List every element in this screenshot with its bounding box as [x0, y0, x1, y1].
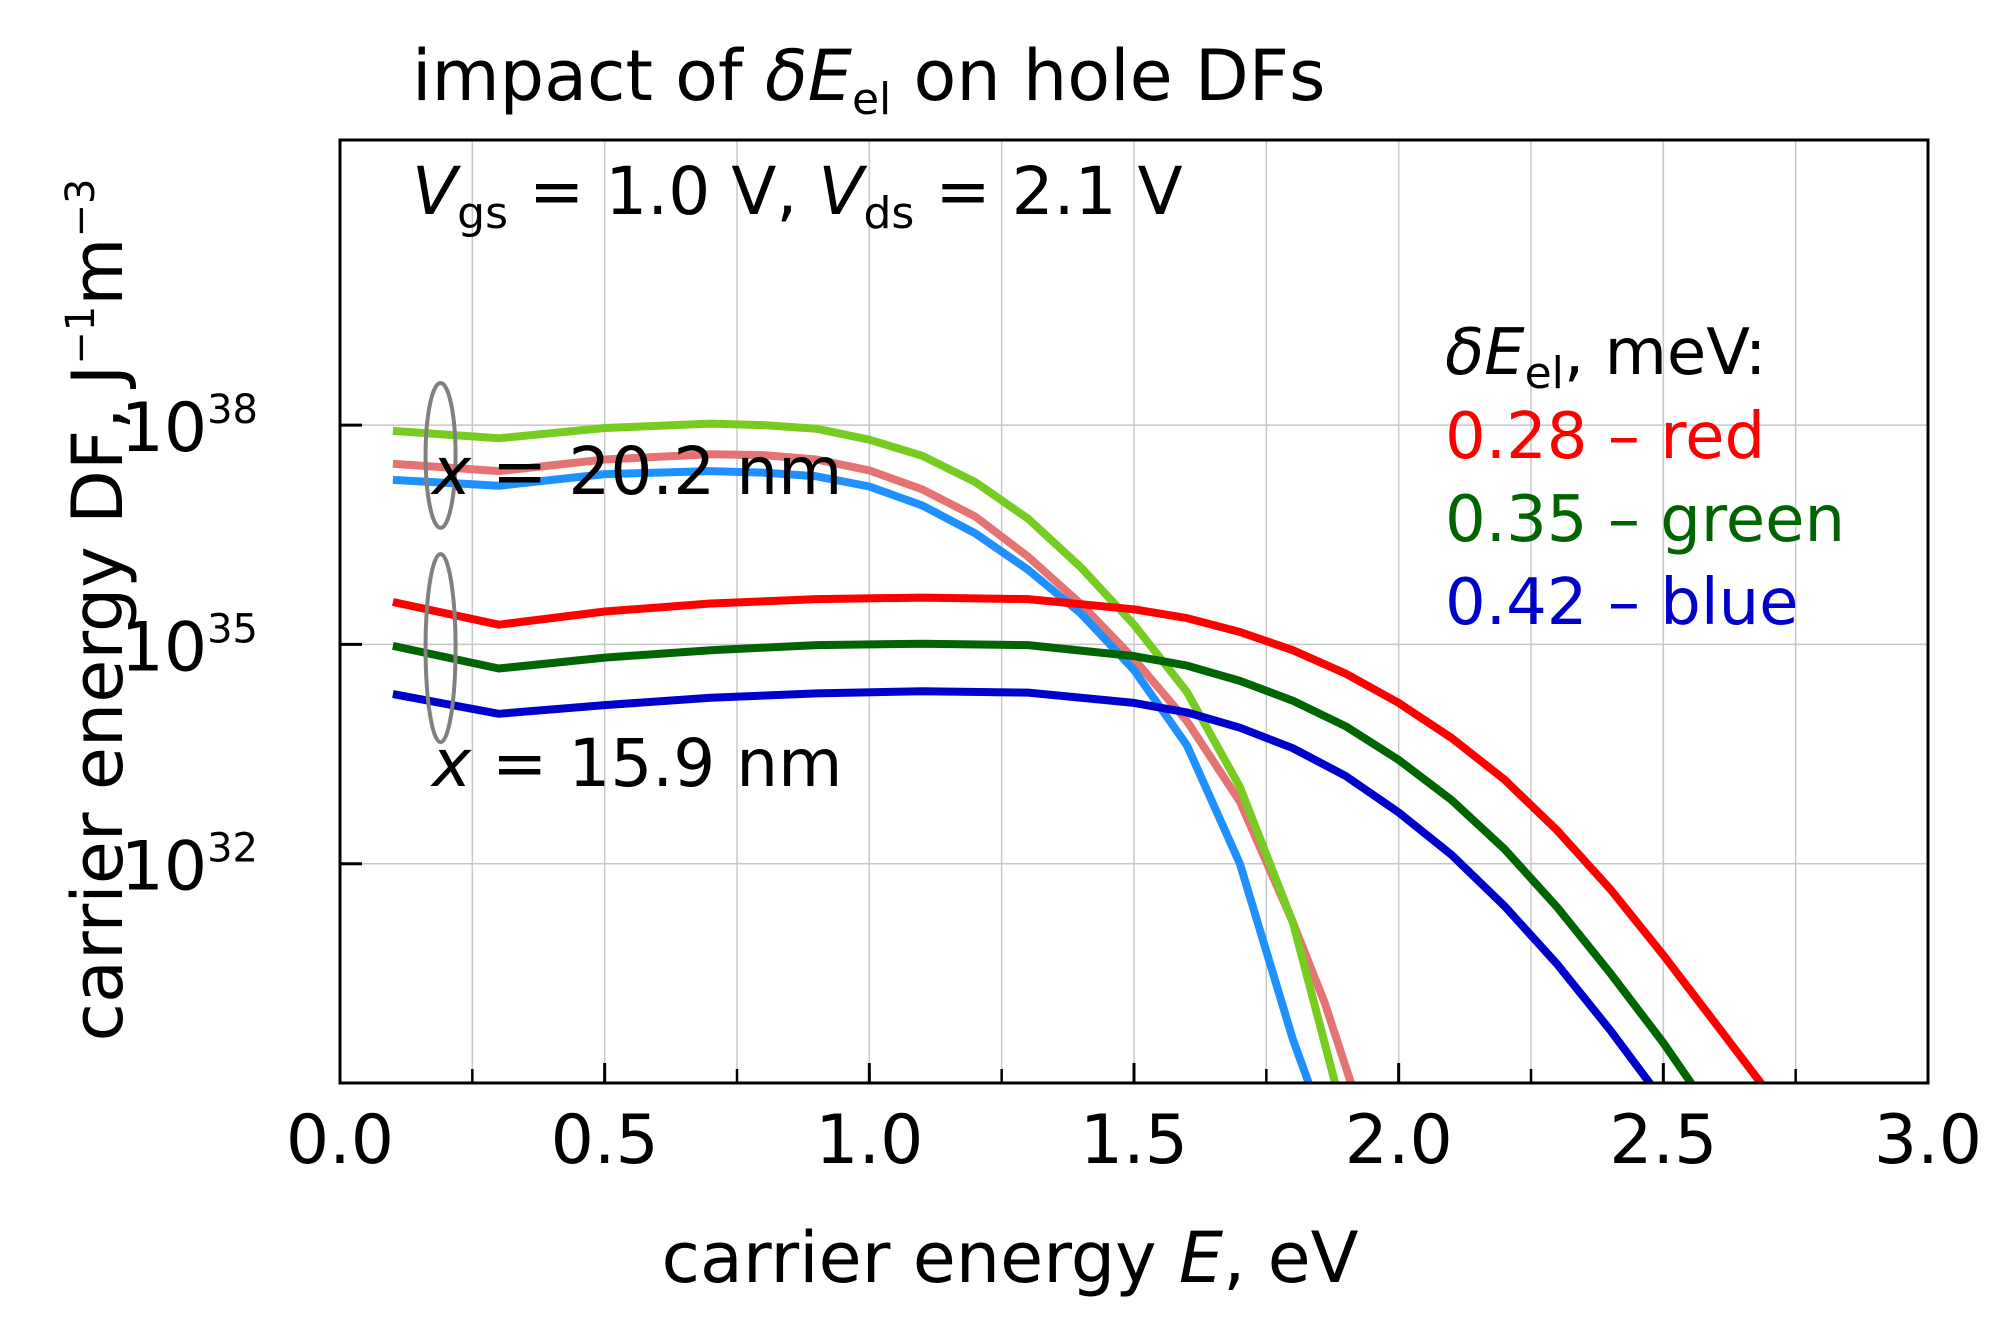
- y-tick-base-2: 10: [121, 828, 208, 907]
- group-label-upper-text: = 20.2 nm: [471, 433, 842, 510]
- legend-title: δEel, meV:: [1445, 316, 1766, 399]
- chart-title-prefix: impact of: [412, 35, 765, 117]
- chart-title: impact of δEel on hole DFs: [412, 35, 1326, 125]
- y-axis-title: carrier energy DF, J−1m−3: [57, 179, 139, 1042]
- y-tick-exp-0: 38: [207, 387, 258, 433]
- chart-title-subscript: el: [852, 74, 891, 125]
- vgs-value: = 1.0 V,: [508, 153, 818, 230]
- group-label-lower-symbol: x: [430, 725, 472, 802]
- y-tick-label-2: 1032: [121, 826, 258, 907]
- vds-subscript: ds: [863, 188, 914, 239]
- y-tick-exp-1: 35: [207, 606, 258, 652]
- legend-title-suffix: , meV:: [1564, 316, 1767, 390]
- legend-title-symbol: δE: [1445, 316, 1525, 390]
- x-tick-label-1: 0.5: [551, 1101, 659, 1180]
- group-ellipses: [423, 380, 458, 745]
- y-tick-label-0: 1038: [121, 387, 258, 468]
- series-lines: [392, 419, 1766, 1083]
- series-line-1: [392, 419, 1339, 1083]
- x-axis-title: carrier energy E, eV: [661, 1217, 1358, 1299]
- legend-entry-blue: 0.42 – blue: [1445, 566, 1799, 640]
- legend: δEel, meV: 0.28 – red 0.35 – green 0.42 …: [1445, 316, 1845, 640]
- y-tick-exp-2: 32: [207, 826, 258, 872]
- y-axis-title-mid: m: [57, 238, 139, 306]
- group-ellipse-1: [423, 551, 458, 745]
- series-line-3: [392, 593, 1766, 1083]
- group-label-upper: x = 20.2 nm: [430, 433, 842, 510]
- vgs-subscript: gs: [457, 188, 508, 239]
- x-tick-label-3: 1.5: [1080, 1101, 1188, 1180]
- series-line-4: [392, 639, 1696, 1083]
- series-line-5: [392, 687, 1655, 1083]
- group-ellipse-0: [423, 380, 458, 530]
- legend-title-subscript: el: [1525, 348, 1564, 399]
- x-tick-label-2: 1.0: [815, 1101, 923, 1180]
- legend-entry-red: 0.28 – red: [1445, 400, 1765, 474]
- vgs-symbol: V: [412, 153, 461, 230]
- x-axis-title-prefix: carrier energy: [661, 1217, 1178, 1299]
- x-tick-label-0: 0.0: [286, 1101, 394, 1180]
- y-tick-base-1: 10: [121, 608, 208, 687]
- bias-annotation: Vgs = 1.0 V, Vds = 2.1 V: [412, 153, 1183, 239]
- y-tick-base-0: 10: [121, 389, 208, 468]
- y-axis-title-exp1: −1: [58, 306, 104, 365]
- legend-entry-green: 0.35 – green: [1445, 483, 1845, 557]
- series-line-2: [392, 467, 1313, 1083]
- y-axis-title-exp2: −3: [58, 179, 104, 238]
- vds-symbol: V: [818, 153, 867, 230]
- x-axis-title-symbol: E: [1179, 1217, 1224, 1299]
- chart-title-symbol: δE: [765, 35, 853, 117]
- y-axis-title-main: carrier energy DF, J: [57, 365, 139, 1042]
- vds-value: = 2.1 V: [914, 153, 1182, 230]
- x-tick-label-4: 2.0: [1345, 1101, 1453, 1180]
- group-label-lower: x = 15.9 nm: [430, 725, 842, 802]
- x-tick-label-6: 3.0: [1874, 1101, 1982, 1180]
- y-tick-label-1: 1035: [121, 606, 258, 687]
- chart-title-suffix: on hole DFs: [891, 35, 1325, 117]
- group-label-lower-text: = 15.9 nm: [471, 725, 842, 802]
- x-tick-label-5: 2.5: [1609, 1101, 1717, 1180]
- group-label-upper-symbol: x: [430, 433, 472, 510]
- x-axis-title-suffix: , eV: [1223, 1217, 1359, 1299]
